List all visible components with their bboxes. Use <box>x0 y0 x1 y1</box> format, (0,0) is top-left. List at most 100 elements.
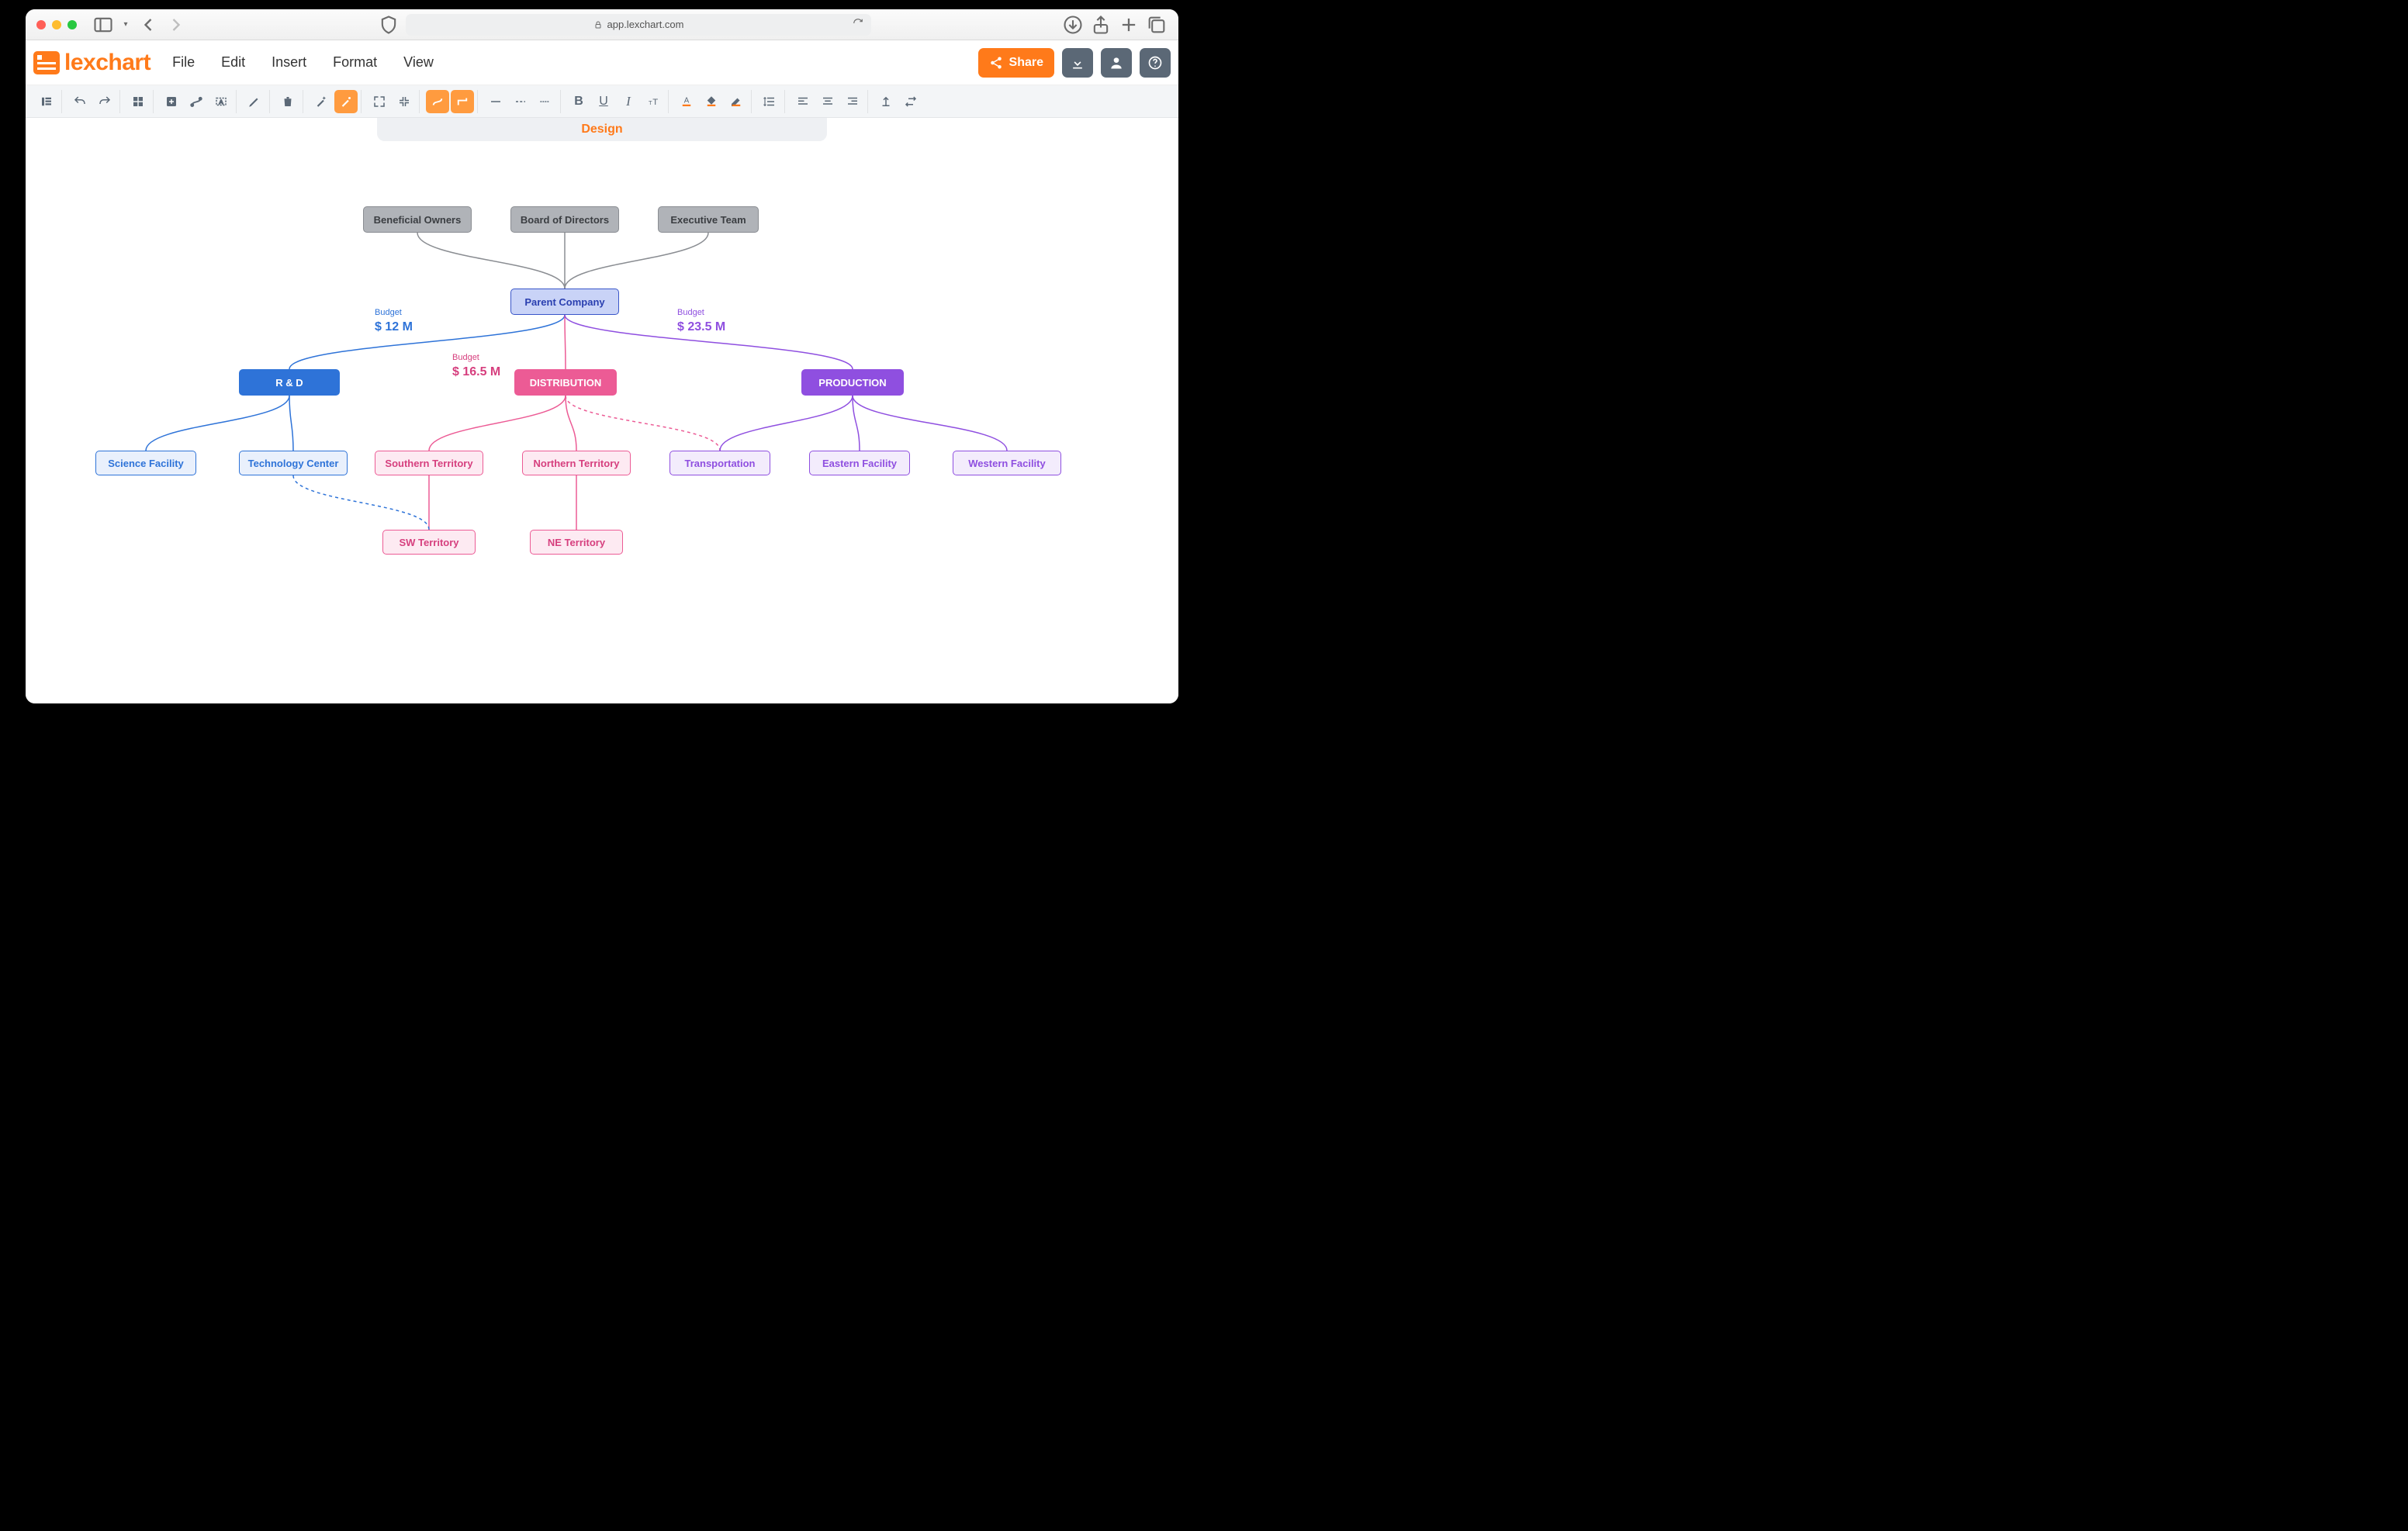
redo-icon[interactable] <box>93 90 116 113</box>
download-icon <box>1070 55 1085 71</box>
menu-view[interactable]: View <box>403 54 434 71</box>
help-icon <box>1147 55 1163 71</box>
share-label: Share <box>1009 56 1043 70</box>
undo-icon[interactable] <box>68 90 92 113</box>
edge-prod-eastern <box>853 396 860 451</box>
bring-front-icon[interactable] <box>874 90 898 113</box>
node-beneficial[interactable]: Beneficial Owners <box>363 206 472 233</box>
edge-rnd-tech <box>289 396 293 451</box>
edge-prod-western <box>853 396 1007 451</box>
border-color-icon[interactable] <box>725 90 748 113</box>
node-western[interactable]: Western Facility <box>953 451 1061 475</box>
align-center-icon[interactable] <box>816 90 839 113</box>
account-button[interactable] <box>1101 48 1132 78</box>
auto-layout-icon[interactable] <box>334 90 358 113</box>
close-window-icon[interactable] <box>36 20 46 29</box>
edge-beneficial-parent <box>417 233 565 289</box>
grid-icon[interactable] <box>126 90 150 113</box>
app-logo[interactable]: lexchart <box>33 50 150 76</box>
app-header: lexchart File Edit Insert Format View Sh… <box>26 40 1178 85</box>
line-dotted-icon[interactable] <box>534 90 557 113</box>
share-button[interactable]: Share <box>978 48 1054 78</box>
node-ne[interactable]: NE Territory <box>530 530 623 555</box>
node-sw[interactable]: SW Territory <box>382 530 476 555</box>
menu-edit[interactable]: Edit <box>221 54 245 71</box>
format-toolbar: A B U I TT A <box>26 85 1178 118</box>
address-bar[interactable]: app.lexchart.com <box>406 14 871 36</box>
add-box-icon[interactable] <box>160 90 183 113</box>
menu-format[interactable]: Format <box>333 54 377 71</box>
new-tab-icon[interactable] <box>1118 16 1140 34</box>
expand-icon[interactable] <box>368 90 391 113</box>
node-transport[interactable]: Transportation <box>669 451 770 475</box>
logo-text: lexchart <box>64 50 150 76</box>
text-size-icon[interactable]: TT <box>642 90 665 113</box>
node-prod[interactable]: PRODUCTION <box>801 369 904 396</box>
node-exec[interactable]: Executive Team <box>658 206 759 233</box>
tab-design-label: Design <box>581 123 622 137</box>
edge-prod-transport <box>720 396 853 451</box>
line-curved-icon[interactable] <box>426 90 449 113</box>
line-dashed-icon[interactable] <box>509 90 532 113</box>
user-icon <box>1109 55 1124 71</box>
text-box-icon[interactable]: A <box>209 90 233 113</box>
svg-text:A: A <box>684 96 690 105</box>
magic-wand-icon[interactable] <box>310 90 333 113</box>
svg-text:A: A <box>219 98 223 105</box>
nav-back-icon[interactable] <box>137 16 159 34</box>
edge-parent-dist <box>565 315 566 369</box>
edge-label: Budget$ 12 M <box>375 307 413 335</box>
share-network-icon <box>989 56 1003 70</box>
window-controls <box>36 20 77 29</box>
edge-tech-sw <box>293 475 429 530</box>
logo-mark-icon <box>33 51 60 74</box>
collapse-icon[interactable] <box>393 90 416 113</box>
node-parent[interactable]: Parent Company <box>510 289 619 315</box>
fill-color-icon[interactable] <box>700 90 723 113</box>
toggle-panel-icon[interactable] <box>35 90 58 113</box>
node-tech[interactable]: Technology Center <box>239 451 348 475</box>
underline-icon[interactable]: U <box>592 90 615 113</box>
chevron-down-icon[interactable]: ▾ <box>120 16 131 34</box>
node-eastern[interactable]: Eastern Facility <box>809 451 910 475</box>
line-spacing-icon[interactable] <box>758 90 781 113</box>
menu-file[interactable]: File <box>172 54 195 71</box>
align-left-icon[interactable] <box>791 90 815 113</box>
edge-dist-northern <box>566 396 576 451</box>
node-northern[interactable]: Northern Territory <box>522 451 631 475</box>
menu-insert[interactable]: Insert <box>272 54 306 71</box>
browser-toolbar: ▾ app.lexchart.com <box>26 9 1178 40</box>
bold-icon[interactable]: B <box>567 90 590 113</box>
view-tab-row: Design <box>26 118 1178 144</box>
italic-icon[interactable]: I <box>617 90 640 113</box>
nav-forward-icon[interactable] <box>165 16 187 34</box>
tabs-icon[interactable] <box>1146 16 1168 34</box>
sidebar-toggle-icon[interactable] <box>92 16 114 34</box>
maximize-window-icon[interactable] <box>67 20 77 29</box>
node-rnd[interactable]: R & D <box>239 369 340 396</box>
connect-icon[interactable] <box>185 90 208 113</box>
node-dist[interactable]: DISTRIBUTION <box>514 369 617 396</box>
node-science[interactable]: Science Facility <box>95 451 196 475</box>
shield-icon[interactable] <box>378 16 400 34</box>
help-button[interactable] <box>1140 48 1171 78</box>
downloads-icon[interactable] <box>1062 16 1084 34</box>
align-right-icon[interactable] <box>841 90 864 113</box>
lock-icon <box>593 20 603 29</box>
line-solid-icon[interactable] <box>484 90 507 113</box>
text-color-icon[interactable]: A <box>675 90 698 113</box>
line-elbow-icon[interactable] <box>451 90 474 113</box>
pencil-icon[interactable] <box>243 90 266 113</box>
swap-icon[interactable] <box>899 90 922 113</box>
download-button[interactable] <box>1062 48 1093 78</box>
edge-label: Budget$ 16.5 M <box>452 352 500 380</box>
node-southern[interactable]: Southern Territory <box>375 451 483 475</box>
minimize-window-icon[interactable] <box>52 20 61 29</box>
chart-canvas[interactable]: Beneficial Owners Board of Directors Execu… <box>26 144 1178 703</box>
tab-design[interactable]: Design <box>377 118 827 141</box>
edge-dist-southern <box>429 396 566 451</box>
trash-icon[interactable] <box>276 90 299 113</box>
node-board[interactable]: Board of Directors <box>510 206 619 233</box>
share-icon[interactable] <box>1090 16 1112 34</box>
refresh-icon[interactable] <box>853 18 863 31</box>
